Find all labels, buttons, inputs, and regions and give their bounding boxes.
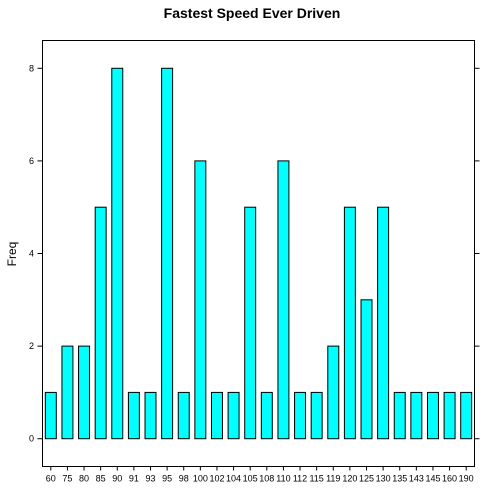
bar-130 [377, 206, 390, 440]
bar-112 [294, 391, 307, 440]
y-tick-label-8: 8 [29, 63, 34, 73]
x-tick-label-110: 110 [276, 474, 290, 484]
bar-85 [94, 206, 107, 440]
x-tick-label-143: 143 [409, 474, 424, 484]
bar-105 [244, 206, 257, 440]
x-tick-label-125: 125 [359, 474, 374, 484]
bar-75 [61, 345, 74, 440]
x-tick-label-98: 98 [179, 474, 189, 484]
x-tick-label-93: 93 [145, 474, 155, 484]
bar-108 [260, 391, 273, 440]
x-tick-label-104: 104 [226, 474, 241, 484]
bar-104 [227, 391, 240, 440]
bar-135 [393, 391, 406, 440]
y-tick-label-0: 0 [29, 434, 34, 444]
chart-title: Fastest Speed Ever Driven [164, 5, 341, 21]
bar-145 [426, 391, 439, 440]
bars-group [44, 67, 473, 440]
x-tick-label-85: 85 [96, 474, 106, 484]
x-tick-label-115: 115 [309, 474, 323, 484]
x-tick-label-130: 130 [376, 474, 391, 484]
x-axis: 60 75 80 85 90 91 93 95 98 100 102 104 105 108 110 112 1… [46, 466, 474, 484]
bar-102 [210, 391, 223, 440]
bar-90 [111, 67, 124, 440]
bar-125 [360, 299, 373, 440]
x-tick-label-100: 100 [193, 474, 208, 484]
x-tick-label-119: 119 [326, 474, 340, 484]
bar-93 [144, 391, 157, 440]
x-tick-label-160: 160 [442, 474, 457, 484]
x-tick-label-120: 120 [342, 474, 357, 484]
x-tick-label-135: 135 [392, 474, 407, 484]
x-tick-label-105: 105 [243, 474, 258, 484]
x-tick-label-75: 75 [62, 474, 72, 484]
bar-60 [44, 391, 57, 440]
y-tick-label-6: 6 [29, 156, 34, 166]
bar-115 [310, 391, 323, 440]
x-tick-label-91: 91 [129, 474, 139, 484]
x-tick-label-90: 90 [112, 474, 122, 484]
plot-frame [42, 40, 475, 467]
x-tick-label-95: 95 [162, 474, 172, 484]
x-tick-label-80: 80 [79, 474, 89, 484]
bar-119 [327, 345, 340, 440]
bar-160 [443, 391, 456, 440]
x-tick-label-112: 112 [293, 474, 307, 484]
bar-98 [177, 391, 190, 440]
bar-190 [460, 391, 473, 440]
x-tick-label-145: 145 [425, 474, 440, 484]
y-tick-label-2: 2 [29, 341, 34, 351]
bar-100 [194, 160, 207, 440]
y-axis-label: Freq [5, 242, 19, 267]
x-tick-label-102: 102 [209, 474, 224, 484]
bar-91 [127, 391, 140, 440]
bar-143 [410, 391, 423, 440]
y-tick-label-4: 4 [29, 249, 34, 259]
y-axis: 0 2 4 6 8 [29, 63, 480, 444]
x-tick-label-60: 60 [46, 474, 56, 484]
x-tick-label-108: 108 [259, 474, 274, 484]
bar-80 [78, 345, 91, 440]
bar-95 [161, 67, 174, 440]
bar-110 [277, 160, 290, 440]
x-tick-label-190: 190 [459, 474, 474, 484]
bar-120 [343, 206, 356, 440]
